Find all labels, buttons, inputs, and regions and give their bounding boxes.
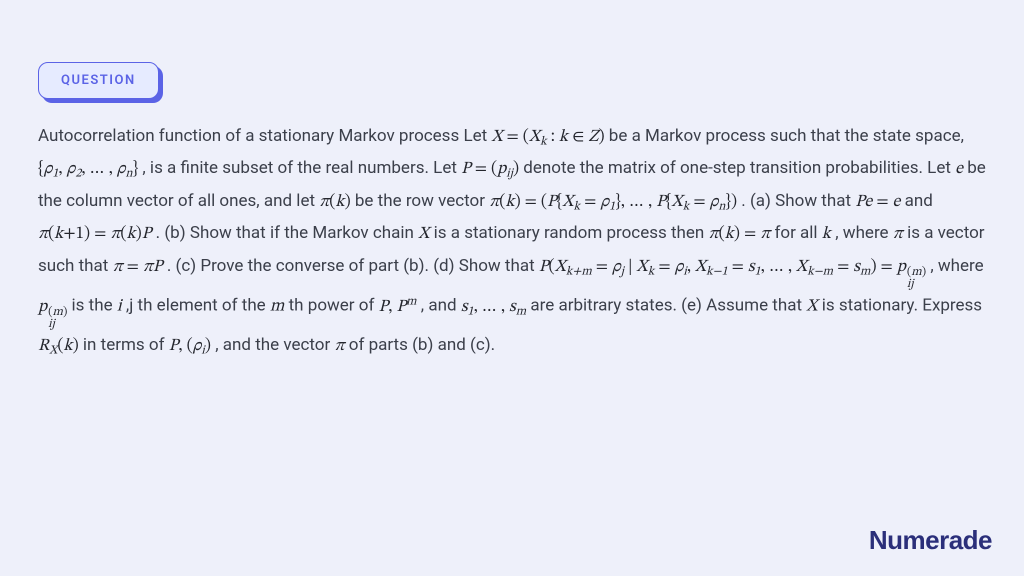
math-i: i [117,299,122,316]
math-pik-def: π(k) = (P{Xk = ρ1}, … , P{Xk = ρn}) [489,194,737,211]
text-seg: of parts (b) and (c). [349,335,495,355]
text-seg: are arbitrary states. (e) Assume that [530,296,806,316]
text-seg: . (b) Show that if the Markov chain [156,223,418,243]
text-seg: be a Markov process such that the state … [609,126,964,146]
text-seg: . (a) Show that [741,191,855,211]
math-P-def: P = (pij) [461,161,519,178]
math-Prhoi: P, (ρi) [169,338,211,355]
math-sm: s1, … , sm [461,299,526,316]
math-pik: π(k) [319,194,350,211]
math-pik-pi: π(k) = π [709,226,771,243]
text-seg: for all [774,223,821,243]
text-seg: , where [835,223,893,243]
math-X2: X [806,299,817,316]
question-card: QUESTION Autocorrelation function of a s… [38,62,986,363]
text-seg: . (c) Prove the converse of part (b). (d… [167,256,539,276]
text-seg: , is a finite subset of the real numbers… [142,158,461,178]
math-k: k [822,226,831,243]
badge-label: QUESTION [38,62,159,99]
text-seg: , and the vector [215,335,334,355]
text-seg: , where [930,256,983,276]
math-PPm: P, Pm [379,299,417,316]
math-pik1: π(k+1) = π(k)P [38,226,151,243]
text-seg: is the [72,296,117,316]
math-m: m [270,299,284,316]
math-RXk: RX(k) [38,338,79,355]
math-e: e [955,161,963,178]
text-seg: in terms of [83,335,169,355]
text-seg: be the row vector [355,191,489,211]
text-seg: ,j th element of the [126,296,270,316]
math-state-space: {ρ1, ρ2, … , ρn} [38,161,138,178]
math-pi2: π [334,338,344,355]
text-seg: th power of [289,296,379,316]
question-badge: QUESTION [38,62,159,99]
math-Pe: Pe = e [855,194,900,211]
question-text: Autocorrelation function of a stationary… [38,121,986,363]
math-pi: π [893,226,903,243]
text-seg: is a stationary random process then [434,223,709,243]
text-seg: , and [421,296,461,316]
brand-text: Numerade [869,525,992,555]
math-X-def: X = (Xk : k ∈ Z) [491,129,604,146]
text-seg: and [905,191,933,211]
math-piP: π = πP [113,259,163,276]
text-seg: denote the matrix of one-step transition… [523,158,955,178]
math-X: X [418,226,429,243]
text-seg: Autocorrelation function of a stationary… [38,126,491,146]
text-seg: is stationary. Express [822,296,982,316]
brand-logo: Numerade [869,525,992,556]
math-pijm: p(m)ij [38,299,67,316]
math-cond-prob: P(Xk+m = ρj | Xk = ρi, Xk−1 = s1, … , Xk… [539,259,926,276]
